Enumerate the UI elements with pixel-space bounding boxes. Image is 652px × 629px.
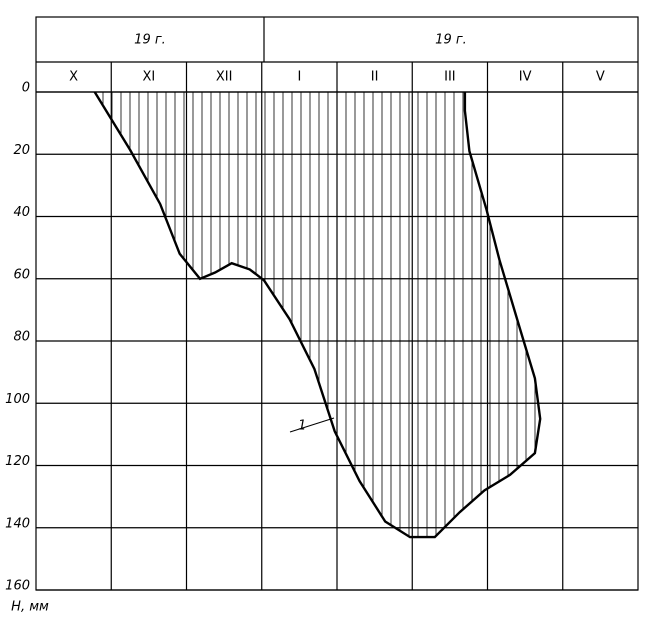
y-tick-label: 40: [13, 205, 30, 220]
y-tick-label: 20: [13, 143, 30, 158]
month-label: V: [596, 70, 605, 85]
month-label: IV: [519, 70, 532, 85]
y-tick-label: 80: [13, 330, 30, 345]
annotation-leader: [289, 417, 335, 433]
y-tick-label: 160: [5, 579, 30, 594]
month-label: X: [69, 70, 78, 85]
period-label: 19 г.: [435, 33, 467, 48]
y-axis-label: H, мм: [11, 600, 49, 615]
y-tick-label: 120: [5, 454, 30, 469]
y-tick-label: 60: [13, 267, 30, 282]
month-label: XII: [216, 70, 233, 85]
annotation: 1: [298, 419, 306, 434]
y-tick-label: 140: [5, 516, 30, 531]
month-label: III: [444, 70, 456, 85]
y-tick-label: 100: [5, 392, 30, 407]
month-label: I: [297, 70, 301, 85]
month-label: XI: [143, 70, 156, 85]
y-tick-label: 0: [22, 81, 30, 96]
month-label: II: [371, 70, 379, 85]
period-label: 19 г.: [134, 33, 166, 48]
freeze-curve: [93, 91, 542, 539]
